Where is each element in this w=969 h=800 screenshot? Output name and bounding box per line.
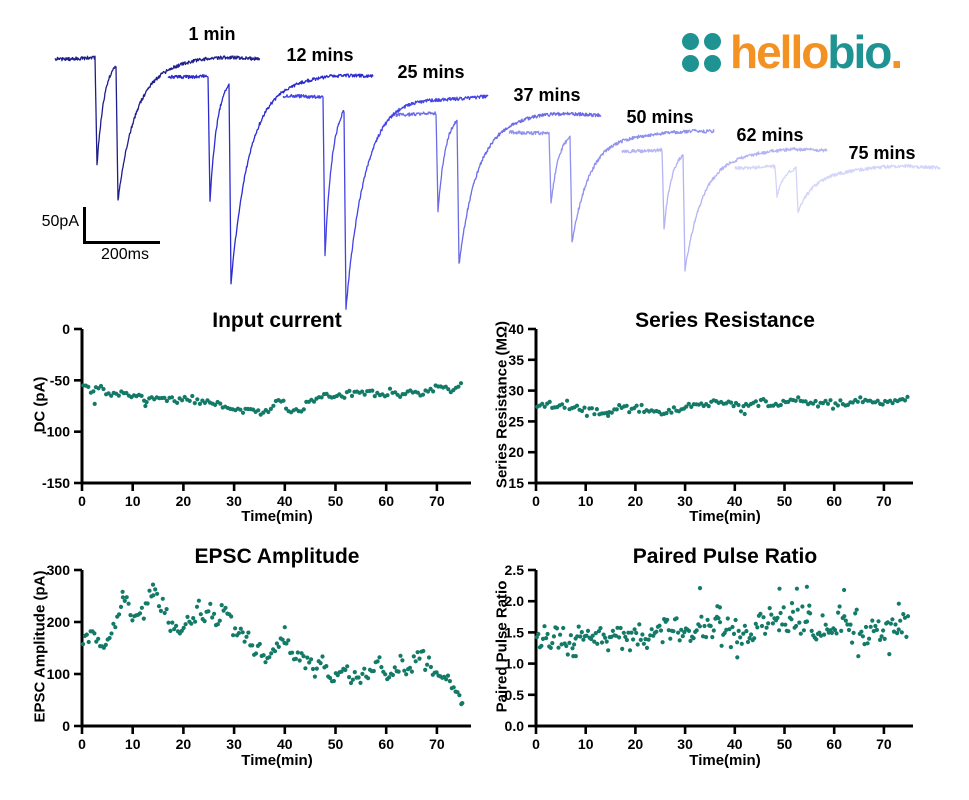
svg-text:0: 0 — [78, 736, 86, 752]
chart-title-paired-pulse-ratio: Paired Pulse Ratio — [632, 545, 818, 568]
svg-text:70: 70 — [876, 736, 892, 752]
x-axis-label-2: Time(min) — [689, 508, 761, 525]
chart-title-input-current: Input current — [212, 309, 342, 332]
svg-text:-100: -100 — [42, 424, 70, 440]
logo-dots-icon — [682, 32, 721, 72]
x-axis-label-1: Time(min) — [241, 508, 313, 525]
svg-text:20: 20 — [176, 736, 192, 752]
svg-text:60: 60 — [826, 736, 842, 752]
chart-title-epsc-amplitude: EPSC Amplitude — [194, 545, 360, 568]
svg-text:2.5: 2.5 — [505, 562, 525, 578]
y-axis-label-4: Paired Pulse Ratio — [493, 580, 511, 713]
svg-text:60: 60 — [826, 493, 842, 509]
chart-title-series-resistance: Series Resistance — [635, 309, 815, 332]
svg-text:1.5: 1.5 — [505, 624, 525, 640]
svg-text:40: 40 — [277, 493, 293, 509]
svg-text:40: 40 — [727, 736, 743, 752]
logo-text-bio: bio — [827, 26, 892, 78]
trace-label-75mins: 75 mins — [848, 143, 916, 163]
scalebar-time-label: 200ms — [100, 246, 150, 263]
svg-text:30: 30 — [677, 736, 693, 752]
hellobio-logo: hellobio. — [682, 26, 903, 78]
svg-text:0: 0 — [532, 493, 540, 509]
svg-text:40: 40 — [277, 736, 293, 752]
svg-text:70: 70 — [429, 736, 445, 752]
svg-text:20: 20 — [508, 444, 524, 460]
logo-text-hello: hello — [730, 26, 829, 78]
svg-text:20: 20 — [628, 736, 644, 752]
trace-label-12mins: 12 mins — [286, 45, 354, 65]
svg-text:30: 30 — [226, 493, 242, 509]
trace-label-25mins: 25 mins — [397, 62, 465, 82]
svg-text:10: 10 — [578, 736, 594, 752]
svg-text:40: 40 — [727, 493, 743, 509]
x-axis-label-3: Time(min) — [241, 752, 313, 769]
svg-text:60: 60 — [378, 736, 394, 752]
logo-dot — [704, 32, 721, 50]
svg-text:1.0: 1.0 — [505, 656, 525, 672]
svg-text:50: 50 — [777, 493, 793, 509]
logo-wordmark: hellobio. — [730, 26, 903, 78]
logo-dot — [682, 32, 699, 50]
svg-text:-50: -50 — [50, 372, 70, 388]
svg-text:0: 0 — [78, 493, 86, 509]
scalebar-horizontal — [83, 241, 160, 244]
scalebar-current-label: 50pA — [41, 213, 79, 230]
logo-text-period: . — [890, 26, 903, 78]
svg-text:0: 0 — [62, 321, 70, 337]
svg-text:200: 200 — [47, 614, 71, 630]
svg-text:50: 50 — [777, 736, 793, 752]
svg-text:50: 50 — [328, 493, 344, 509]
trace-label-1min: 1 min — [188, 24, 236, 44]
svg-text:20: 20 — [176, 493, 192, 509]
svg-text:50: 50 — [328, 736, 344, 752]
svg-text:15: 15 — [508, 475, 524, 491]
svg-text:0: 0 — [62, 718, 70, 734]
svg-text:0: 0 — [532, 736, 540, 752]
svg-text:40: 40 — [508, 321, 524, 337]
svg-text:0.0: 0.0 — [505, 718, 525, 734]
svg-text:30: 30 — [677, 493, 693, 509]
trace-label-37mins: 37 mins — [513, 85, 581, 105]
svg-text:70: 70 — [876, 493, 892, 509]
scalebar-vertical — [83, 207, 86, 244]
svg-text:60: 60 — [378, 493, 394, 509]
svg-text:2.0: 2.0 — [505, 593, 525, 609]
svg-text:70: 70 — [429, 493, 445, 509]
svg-text:10: 10 — [125, 736, 141, 752]
svg-text:35: 35 — [508, 352, 524, 368]
y-axis-label-1: DC (pA) — [31, 376, 49, 433]
svg-text:100: 100 — [47, 666, 71, 682]
svg-text:-150: -150 — [42, 475, 70, 491]
svg-text:25: 25 — [508, 413, 524, 429]
svg-text:10: 10 — [578, 493, 594, 509]
svg-text:30: 30 — [226, 736, 242, 752]
svg-text:10: 10 — [125, 493, 141, 509]
trace-label-62mins: 62 mins — [736, 125, 804, 145]
logo-dot — [682, 54, 699, 72]
y-axis-label-3: EPSC Amplitude (pA) — [31, 570, 49, 723]
svg-text:20: 20 — [628, 493, 644, 509]
x-axis-label-4: Time(min) — [689, 752, 761, 769]
trace-label-50mins: 50 mins — [626, 107, 694, 127]
y-axis-label-2: Series Resistance (MΩ) — [493, 320, 511, 489]
svg-text:300: 300 — [47, 562, 71, 578]
svg-text:0.5: 0.5 — [505, 687, 525, 703]
svg-text:30: 30 — [508, 383, 524, 399]
logo-dot — [704, 54, 721, 72]
